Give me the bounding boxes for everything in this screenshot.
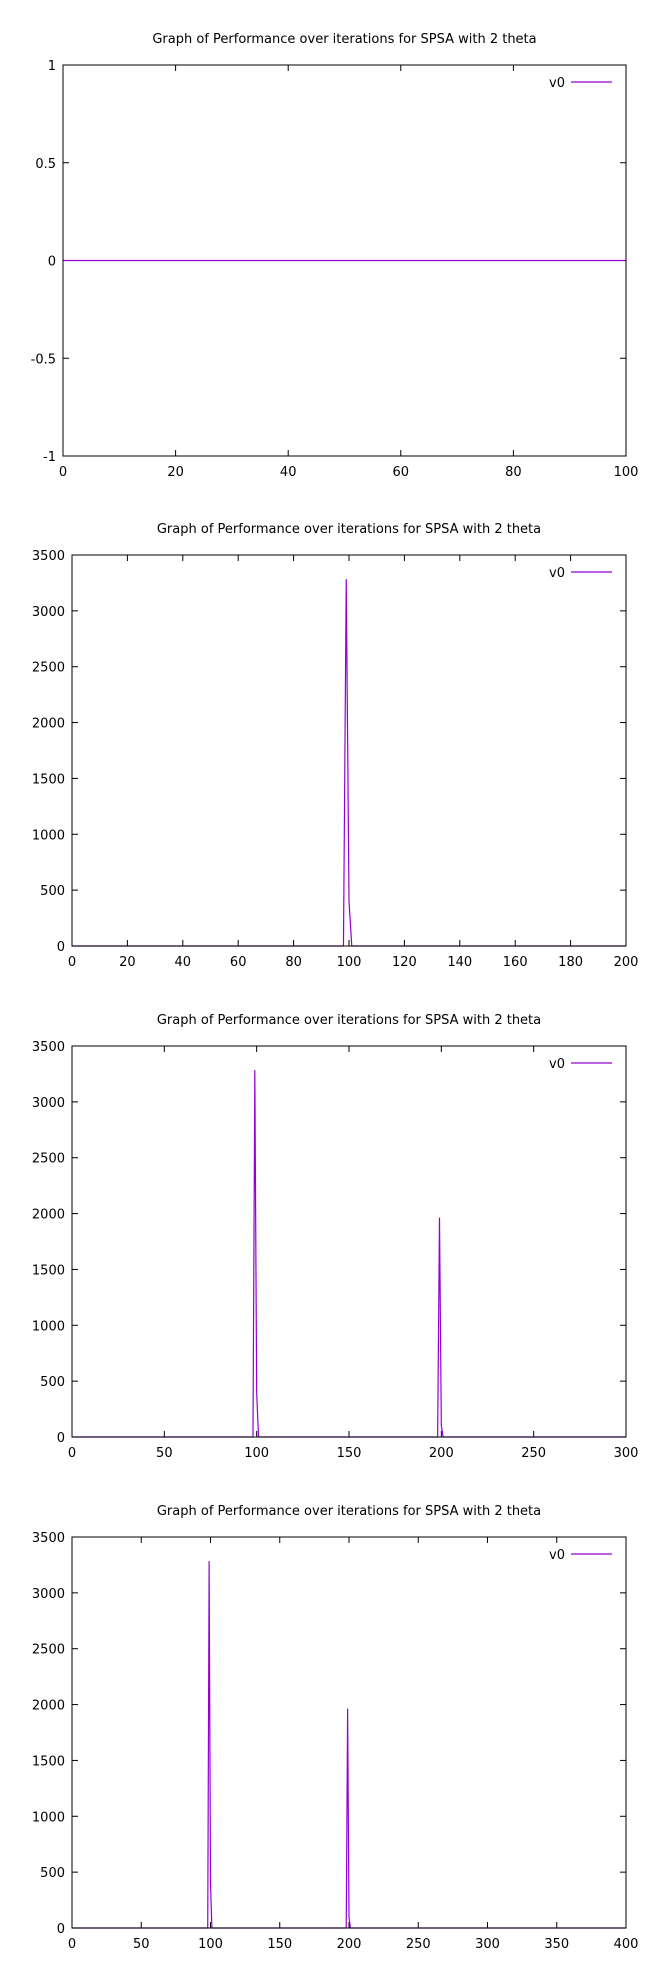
y-tick-label: -1 [43,450,56,465]
x-tick-label: 250 [406,1937,431,1952]
y-tick-label: 3000 [32,605,65,620]
y-tick-label: 2500 [32,661,65,676]
chart-1: Graph of Performance over iterations for… [31,32,639,480]
chart-3: Graph of Performance over iterations for… [32,1013,639,1461]
x-tick-label: 80 [505,465,522,480]
y-tick-label: 500 [40,884,65,899]
y-tick-label: 1500 [32,1754,65,1769]
series-line-v0 [72,1071,626,1437]
y-tick-label: 2000 [32,1699,65,1714]
x-tick-label: 100 [244,1446,269,1461]
x-tick-label: 160 [503,955,528,970]
x-tick-label: 300 [614,1446,639,1461]
y-tick-label: 2000 [32,717,65,732]
chart-title: Graph of Performance over iterations for… [157,1013,541,1028]
x-tick-label: 20 [167,465,184,480]
y-tick-label: 1000 [32,1810,65,1825]
chart-2: Graph of Performance over iterations for… [32,522,639,970]
legend-label: v0 [549,1548,565,1563]
x-tick-label: 60 [230,955,247,970]
x-tick-label: 0 [68,1446,76,1461]
x-tick-label: 140 [447,955,472,970]
y-tick-label: 1500 [32,772,65,787]
legend-label: v0 [549,76,565,91]
x-tick-label: 40 [175,955,192,970]
plot-frame [72,1046,626,1437]
series-line-v0 [72,1562,626,1928]
x-tick-label: 80 [285,955,302,970]
y-tick-label: 2500 [32,1152,65,1167]
x-tick-label: 100 [198,1937,223,1952]
x-tick-label: 120 [392,955,417,970]
y-tick-label: 3500 [32,1040,65,1055]
y-tick-label: 1000 [32,828,65,843]
x-tick-label: 0 [59,465,67,480]
x-tick-label: 150 [337,1446,362,1461]
series-line-v0 [72,580,626,946]
y-tick-label: 1 [48,59,56,74]
x-tick-label: 40 [280,465,297,480]
y-tick-label: 0 [57,1431,65,1446]
x-tick-label: 60 [393,465,410,480]
chart-title: Graph of Performance over iterations for… [157,1504,541,1519]
x-tick-label: 150 [267,1937,292,1952]
y-tick-label: 0 [57,940,65,955]
x-tick-label: 0 [68,1937,76,1952]
chart-title: Graph of Performance over iterations for… [152,32,536,47]
x-tick-label: 200 [614,955,639,970]
y-tick-label: 1500 [32,1263,65,1278]
x-tick-label: 50 [156,1446,173,1461]
legend-label: v0 [549,1057,565,1072]
y-tick-label: 3500 [32,549,65,564]
x-tick-label: 350 [544,1937,569,1952]
y-tick-label: 0 [57,1922,65,1937]
x-tick-label: 200 [337,1937,362,1952]
chart-title: Graph of Performance over iterations for… [157,522,541,537]
legend-label: v0 [549,566,565,581]
x-tick-label: 0 [68,955,76,970]
x-tick-label: 200 [429,1446,454,1461]
y-tick-label: 0.5 [35,157,56,172]
y-tick-label: 500 [40,1866,65,1881]
x-tick-label: 250 [521,1446,546,1461]
x-tick-label: 300 [475,1937,500,1952]
y-tick-label: 3500 [32,1531,65,1546]
x-tick-label: 180 [558,955,583,970]
y-tick-label: 500 [40,1375,65,1390]
y-tick-label: -0.5 [31,352,56,367]
x-tick-label: 100 [337,955,362,970]
y-tick-label: 2000 [32,1208,65,1223]
x-tick-label: 20 [119,955,136,970]
y-tick-label: 1000 [32,1319,65,1334]
y-tick-label: 2500 [32,1643,65,1658]
chart-4: Graph of Performance over iterations for… [32,1504,639,1952]
x-tick-label: 50 [133,1937,150,1952]
y-tick-label: 3000 [32,1096,65,1111]
y-tick-label: 0 [48,255,56,270]
x-tick-label: 400 [614,1937,639,1952]
x-tick-label: 100 [614,465,639,480]
y-tick-label: 3000 [32,1587,65,1602]
